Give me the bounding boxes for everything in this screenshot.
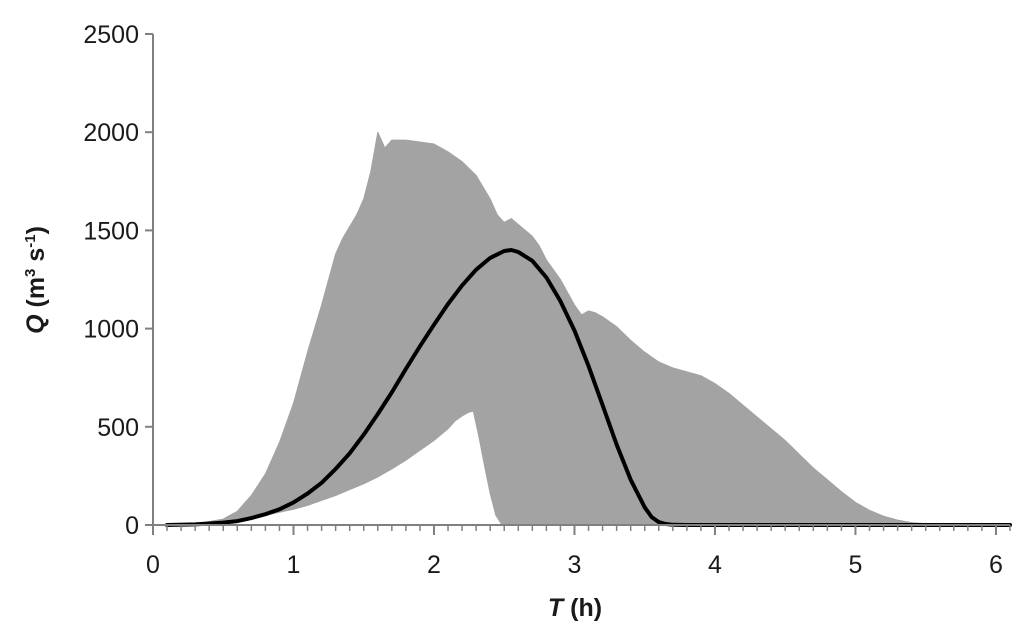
tick-layer: 0 500 1000 1500 2000 2500 0 1 2 3 4 5 6 xyxy=(83,21,1011,579)
y-axis-unit-close: ) xyxy=(22,226,50,234)
y-axis-unit-open: (m xyxy=(22,277,50,315)
y-tick-label: 1000 xyxy=(83,316,139,344)
x-axis-unit: (h) xyxy=(563,594,602,622)
y-tick-label: 2500 xyxy=(83,21,139,49)
y-tick-label: 1500 xyxy=(83,217,139,245)
y-tick-label: 500 xyxy=(97,414,139,442)
x-tick-label: 4 xyxy=(708,551,722,579)
y-axis-variable: Q xyxy=(22,314,50,334)
x-tick-label: 5 xyxy=(849,551,863,579)
x-tick-label: 2 xyxy=(427,551,441,579)
uncertainty-band xyxy=(166,131,1011,526)
y-axis-unit-sup1: 3 xyxy=(22,269,39,277)
x-axis-variable: T xyxy=(548,594,566,622)
x-tick-label: 6 xyxy=(989,551,1003,579)
x-tick-label: 0 xyxy=(146,551,160,579)
x-tick-label: 1 xyxy=(287,551,301,579)
y-tick-label: 2000 xyxy=(83,119,139,147)
axis-layer xyxy=(152,34,1010,526)
line-layer xyxy=(165,248,1012,527)
y-axis-label: Q (m3 s-1) xyxy=(22,226,50,334)
y-axis-unit-sup2: -1 xyxy=(22,234,39,247)
y-tick-label: 0 xyxy=(125,512,139,540)
x-axis-label: T (h) xyxy=(548,594,602,622)
band-layer xyxy=(166,131,1011,526)
y-axis-unit-mid: s xyxy=(22,248,50,269)
x-tick-label: 3 xyxy=(568,551,582,579)
mean-hydrograph-line xyxy=(165,248,1012,527)
